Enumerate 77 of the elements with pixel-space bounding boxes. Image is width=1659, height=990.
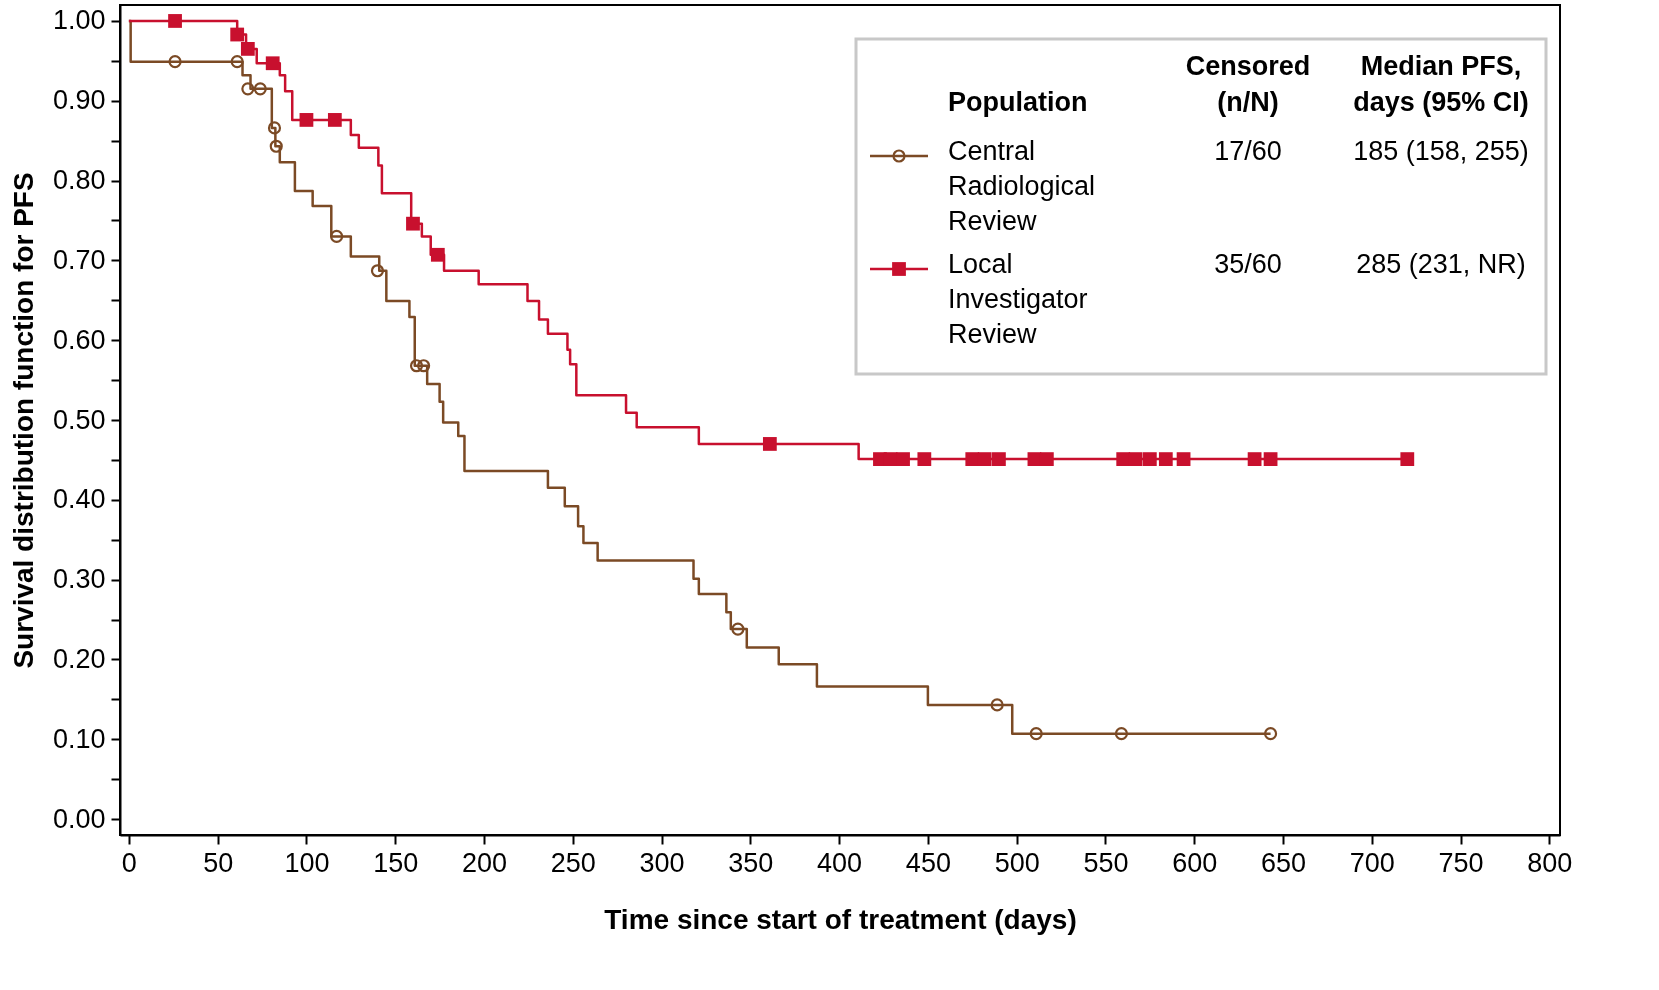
point	[168, 14, 182, 28]
annotation: 185 (158, 255)	[1353, 136, 1529, 166]
y-tick-label: 0.80	[52, 165, 106, 196]
point	[241, 82, 255, 96]
point	[1029, 727, 1043, 741]
x-tick-label: 700	[1349, 847, 1395, 878]
point	[265, 56, 280, 71]
point	[1116, 452, 1131, 466]
y-tick-label: 0.60	[52, 324, 106, 355]
point	[1263, 452, 1278, 466]
point	[409, 359, 424, 373]
point	[1264, 727, 1278, 741]
point	[370, 264, 385, 278]
annotation: 35/60	[1214, 249, 1282, 279]
point	[1142, 452, 1157, 466]
x-tick-label: 250	[550, 847, 596, 878]
x-axis-title: Time since start of treatment (days)	[604, 903, 1077, 935]
point	[1247, 452, 1262, 466]
point	[230, 27, 245, 42]
point	[1114, 727, 1129, 741]
point	[406, 216, 420, 231]
point	[1158, 452, 1173, 466]
point	[990, 698, 1004, 712]
legend-title: Population	[948, 87, 1088, 117]
point	[168, 55, 182, 69]
point	[269, 139, 283, 153]
y-tick-label: 0.10	[52, 723, 106, 754]
x-tick-label: 750	[1438, 847, 1484, 878]
point	[327, 113, 342, 127]
annotation: 17/60	[1214, 136, 1282, 166]
y-tick-label: 0.50	[52, 404, 106, 435]
y-tick-label: 0.40	[52, 484, 106, 515]
point	[1039, 452, 1054, 466]
point	[230, 55, 244, 69]
x-tick-label: 450	[905, 847, 951, 878]
y-axis-title: Survival distribution function for PFS	[7, 172, 39, 669]
point	[1176, 452, 1191, 466]
point	[977, 452, 992, 466]
x-tick-label: 200	[461, 847, 508, 878]
legend-label: Local Investigator Review	[948, 249, 1088, 349]
annotation: 285 (231, NR)	[1356, 249, 1526, 279]
x-tick-label: 650	[1260, 847, 1307, 878]
point	[1128, 452, 1143, 466]
point	[253, 82, 267, 96]
point	[762, 437, 777, 451]
y-tick-label: 0.70	[52, 244, 106, 275]
x-tick-label: 350	[728, 847, 774, 878]
point	[917, 452, 932, 466]
point	[240, 42, 255, 56]
y-tick-label: 0.30	[52, 564, 106, 595]
y-tick-label: 0.90	[52, 85, 106, 116]
point	[299, 113, 314, 127]
point	[417, 359, 431, 373]
point	[267, 121, 282, 135]
legend-label: Central Radiological Review	[948, 136, 1096, 236]
point	[1400, 452, 1415, 466]
y-tick-label: 0.20	[52, 643, 106, 674]
point	[992, 452, 1006, 466]
point	[965, 452, 980, 466]
x-tick-label: 150	[373, 847, 419, 878]
point	[430, 247, 445, 262]
x-tick-label: 800	[1527, 847, 1573, 878]
annotation: Censored (n/N)	[1185, 51, 1311, 117]
y-tick-label: 0.00	[52, 803, 106, 834]
x-tick-label: 600	[1172, 847, 1218, 878]
point	[731, 622, 745, 636]
x-tick-label: 50	[203, 847, 234, 878]
annotation: Median PFS, days (95% CI)	[1353, 51, 1529, 117]
point	[896, 452, 910, 466]
point	[330, 229, 344, 244]
x-tick-label: 500	[994, 847, 1040, 878]
y-tick-label: 1.00	[52, 5, 106, 36]
x-tick-label: 100	[284, 847, 330, 878]
x-tick-label: 300	[639, 847, 685, 878]
x-tick-label: 400	[817, 847, 863, 878]
x-tick-label: 550	[1083, 847, 1129, 878]
x-tick-label: 0	[121, 847, 137, 878]
